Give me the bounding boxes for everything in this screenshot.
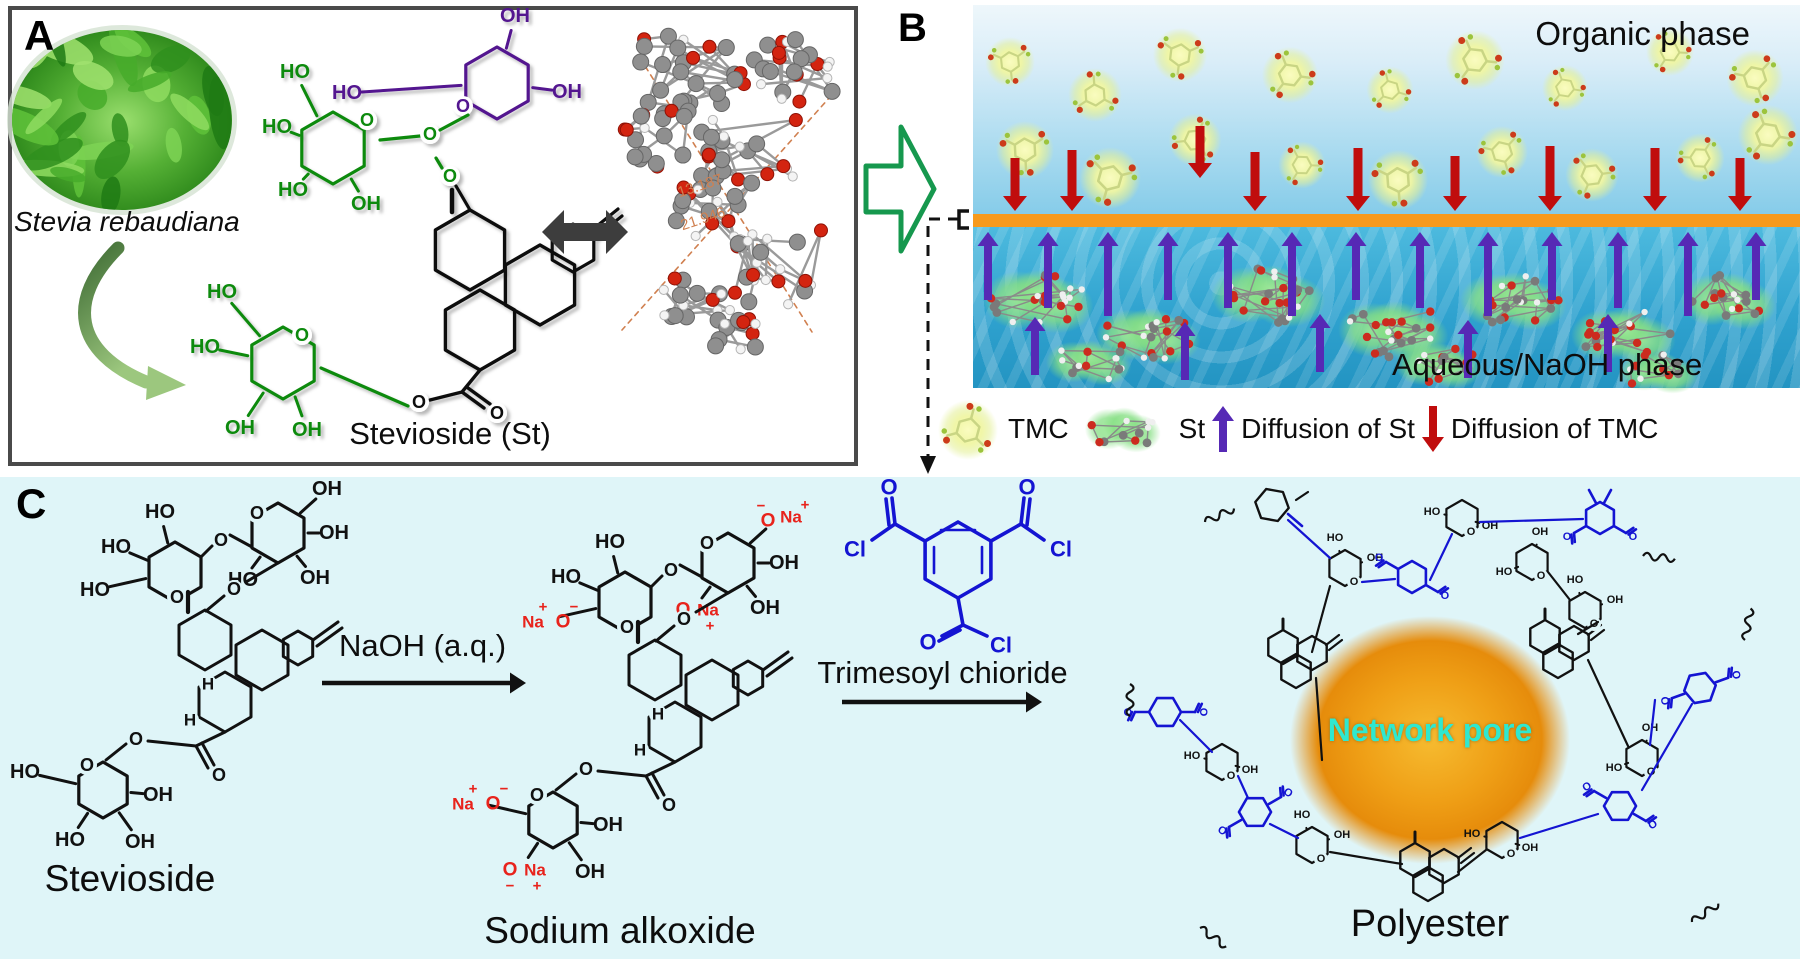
phase-legend: TMC St Diffusion of St Diffusion of TMC (933, 390, 1658, 468)
panel-b-label: B (898, 6, 927, 50)
panel-a-label: A (24, 12, 55, 59)
panel-c-label: C (16, 480, 47, 527)
plant-caption: Stevia rebaudiana (14, 206, 240, 237)
legend-st-label: St (1178, 413, 1206, 444)
interface-bar (973, 214, 1800, 227)
naoh-reagent-label: NaOH (a.q.) (338, 628, 507, 663)
legend-diffusion-st-label: Diffusion of St (1241, 413, 1415, 444)
legend-tmc-label: TMC (1008, 413, 1069, 444)
legend-diffusion-tmc-label: Diffusion of TMC (1450, 413, 1659, 444)
organic-phase-label: Organic phase (1535, 15, 1750, 52)
stevioside-label: Stevioside (44, 858, 216, 899)
stevioside-st-caption: Stevioside (St) (349, 416, 551, 451)
diffusion-down-arrow-icon (1421, 406, 1444, 452)
diffusion-up-arrow-icon (1212, 406, 1235, 452)
panel-a-to-b-arrow (863, 124, 937, 254)
st-molecule-icon (1084, 407, 1161, 453)
polyester-label: Polyester (1350, 903, 1510, 945)
network-pore-label: Network pore (1327, 712, 1533, 748)
trimesoyl-chloride-label: Trimesoyl chioride (817, 655, 1068, 690)
tmc-molecule-icon (938, 400, 998, 460)
sodium-alkoxide-label: Sodium alkoxide (484, 910, 756, 951)
aqueous-phase-label: Aqueous/NaOH phase (1392, 347, 1703, 382)
